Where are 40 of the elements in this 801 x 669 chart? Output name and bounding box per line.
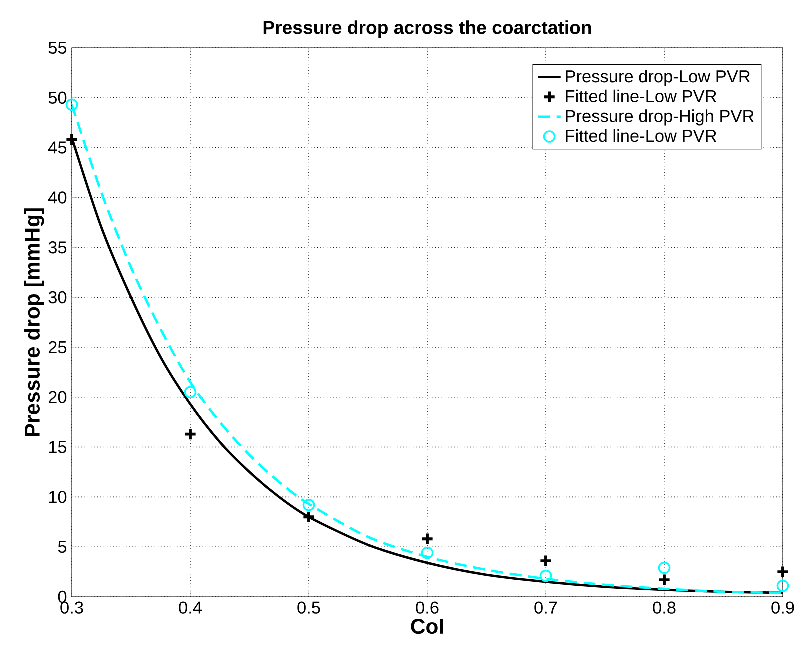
y-tick-label: 20 <box>48 391 67 404</box>
y-tick-label: 45 <box>48 142 67 154</box>
point <box>776 565 790 579</box>
y-tick-label: 0 <box>58 590 67 604</box>
x-axis-title: CoI <box>411 619 444 634</box>
point <box>184 428 198 442</box>
legend-label: Fitted line-Low PVR <box>566 130 716 142</box>
point <box>658 562 671 574</box>
point <box>66 98 78 112</box>
point <box>658 573 672 587</box>
point <box>776 580 790 592</box>
legend-label: Pressure drop-High PVR <box>566 110 754 126</box>
x-tick-label: 0.9 <box>772 602 794 614</box>
y-tick-label: 5 <box>58 541 67 554</box>
x-tick-label: 0.5 <box>298 602 320 614</box>
x-tick-label: 0.3 <box>60 602 84 614</box>
y-tick-label: 10 <box>49 491 67 504</box>
point <box>65 133 79 147</box>
x-tick-label: 0.7 <box>534 602 558 614</box>
point <box>540 570 552 582</box>
point <box>539 554 553 568</box>
y-tick-label: 40 <box>48 192 67 204</box>
y-tick-label: 35 <box>48 242 67 254</box>
legend-label: Pressure drop-Low PVR <box>566 70 750 86</box>
y-tick-label: 50 <box>48 92 67 104</box>
point <box>420 532 434 546</box>
x-tick-label: 0.8 <box>653 602 676 614</box>
point <box>302 510 316 524</box>
y-tick-label: 15 <box>49 441 67 454</box>
y-axis-title: Pressure drop [mmHg] <box>24 208 44 436</box>
point <box>184 386 197 399</box>
y-tick-label: 25 <box>48 341 67 354</box>
y-tick-label: 30 <box>48 291 67 304</box>
point <box>302 498 316 512</box>
point <box>421 546 434 560</box>
chart-title: Pressure drop across the coarctation <box>264 20 592 38</box>
x-tick-label: 0.6 <box>416 602 439 614</box>
legend-label: Fitted line-Low PVR <box>566 90 716 103</box>
x-tick-label: 0.4 <box>179 602 202 614</box>
y-tick-label: 55 <box>48 42 67 54</box>
